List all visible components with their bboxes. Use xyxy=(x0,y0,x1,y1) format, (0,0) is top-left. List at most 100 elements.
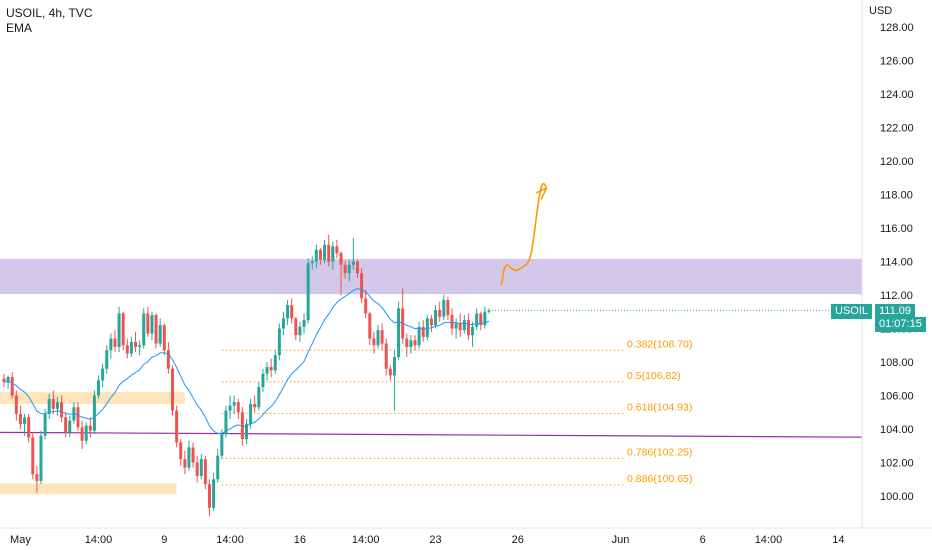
candle[interactable] xyxy=(179,439,183,466)
candle[interactable] xyxy=(166,341,170,374)
candle[interactable] xyxy=(76,402,80,431)
candle[interactable] xyxy=(113,330,117,352)
candle[interactable] xyxy=(216,449,220,483)
candle[interactable] xyxy=(23,413,27,436)
candle[interactable] xyxy=(458,313,462,337)
candle[interactable] xyxy=(323,239,327,264)
candle[interactable] xyxy=(446,296,450,321)
candle[interactable] xyxy=(175,405,179,448)
candle[interactable] xyxy=(438,301,442,322)
candle[interactable] xyxy=(269,358,273,378)
candle[interactable] xyxy=(199,454,203,480)
candle[interactable] xyxy=(121,311,125,351)
candle[interactable] xyxy=(39,430,43,485)
candle[interactable] xyxy=(368,311,372,346)
candle[interactable] xyxy=(479,311,483,331)
trendline[interactable] xyxy=(0,431,863,438)
candle[interactable] xyxy=(306,258,310,324)
candle[interactable] xyxy=(384,338,388,376)
candle[interactable] xyxy=(351,238,355,270)
candle[interactable] xyxy=(335,239,339,259)
candle[interactable] xyxy=(388,365,392,381)
candle[interactable] xyxy=(281,311,285,336)
candle[interactable] xyxy=(134,331,138,352)
candle[interactable] xyxy=(483,306,487,329)
time-axis[interactable] xyxy=(0,528,932,550)
candle[interactable] xyxy=(318,248,322,265)
candle[interactable] xyxy=(84,422,88,445)
candle[interactable] xyxy=(471,321,475,347)
candle[interactable] xyxy=(158,318,162,347)
candle[interactable] xyxy=(146,306,150,337)
candle[interactable] xyxy=(51,390,55,414)
candle[interactable] xyxy=(327,234,331,267)
candle[interactable] xyxy=(68,415,72,438)
candle[interactable] xyxy=(302,313,306,334)
support-zone[interactable] xyxy=(0,392,185,404)
candle[interactable] xyxy=(224,405,228,438)
candle[interactable] xyxy=(314,244,318,269)
candle[interactable] xyxy=(129,336,133,357)
candle[interactable] xyxy=(105,345,109,374)
candle[interactable] xyxy=(80,420,84,450)
candle[interactable] xyxy=(294,316,298,341)
candle[interactable] xyxy=(343,261,347,279)
candle[interactable] xyxy=(31,432,35,480)
resistance-zone[interactable] xyxy=(0,258,862,295)
candle[interactable] xyxy=(425,315,429,341)
symbol-title[interactable]: USOIL, 4h, TVC xyxy=(6,6,93,20)
candle[interactable] xyxy=(162,323,166,356)
candle[interactable] xyxy=(236,398,240,419)
candle[interactable] xyxy=(171,365,175,416)
candle[interactable] xyxy=(347,259,351,282)
candle[interactable] xyxy=(364,289,368,319)
candle[interactable] xyxy=(429,315,433,332)
price-axis[interactable] xyxy=(862,0,932,550)
candle[interactable] xyxy=(273,350,277,374)
candle[interactable] xyxy=(339,251,343,295)
candle[interactable] xyxy=(487,308,491,314)
fib-retracement[interactable]: 0.382(108.70) 0.5(106.82) 0.618(104.93) 0.7… xyxy=(221,338,693,486)
candle[interactable] xyxy=(290,298,294,324)
candle[interactable] xyxy=(434,305,438,329)
candle[interactable] xyxy=(462,315,466,334)
candle[interactable] xyxy=(228,395,232,419)
candle[interactable] xyxy=(220,429,224,460)
candle[interactable] xyxy=(55,397,59,416)
candle[interactable] xyxy=(466,313,470,341)
candle[interactable] xyxy=(64,412,68,438)
candle[interactable] xyxy=(183,450,187,475)
candle[interactable] xyxy=(47,393,51,419)
candle[interactable] xyxy=(475,308,479,331)
candle[interactable] xyxy=(10,372,14,399)
candle[interactable] xyxy=(397,301,401,361)
candle[interactable] xyxy=(14,390,18,421)
candle[interactable] xyxy=(92,390,96,435)
candle[interactable] xyxy=(450,308,454,336)
candle[interactable] xyxy=(261,368,265,393)
candle[interactable] xyxy=(195,455,199,483)
candle[interactable] xyxy=(232,395,236,414)
candle[interactable] xyxy=(298,321,302,342)
candle[interactable] xyxy=(138,340,142,356)
candle[interactable] xyxy=(265,362,269,381)
candle[interactable] xyxy=(392,350,396,411)
candle[interactable] xyxy=(187,440,191,471)
candle[interactable] xyxy=(421,320,425,342)
candle[interactable] xyxy=(101,363,105,388)
candle[interactable] xyxy=(154,313,158,349)
candle[interactable] xyxy=(277,323,281,361)
candle[interactable] xyxy=(203,455,207,490)
candle[interactable] xyxy=(125,338,129,359)
candle[interactable] xyxy=(442,295,446,321)
candle[interactable] xyxy=(97,375,101,399)
projection-arrow[interactable] xyxy=(500,182,548,286)
candle[interactable] xyxy=(286,300,290,326)
candle[interactable] xyxy=(417,321,421,349)
candle[interactable] xyxy=(360,268,364,304)
candle[interactable] xyxy=(380,323,384,351)
candle[interactable] xyxy=(60,395,64,423)
candle[interactable] xyxy=(355,259,359,279)
candle[interactable] xyxy=(409,335,413,354)
